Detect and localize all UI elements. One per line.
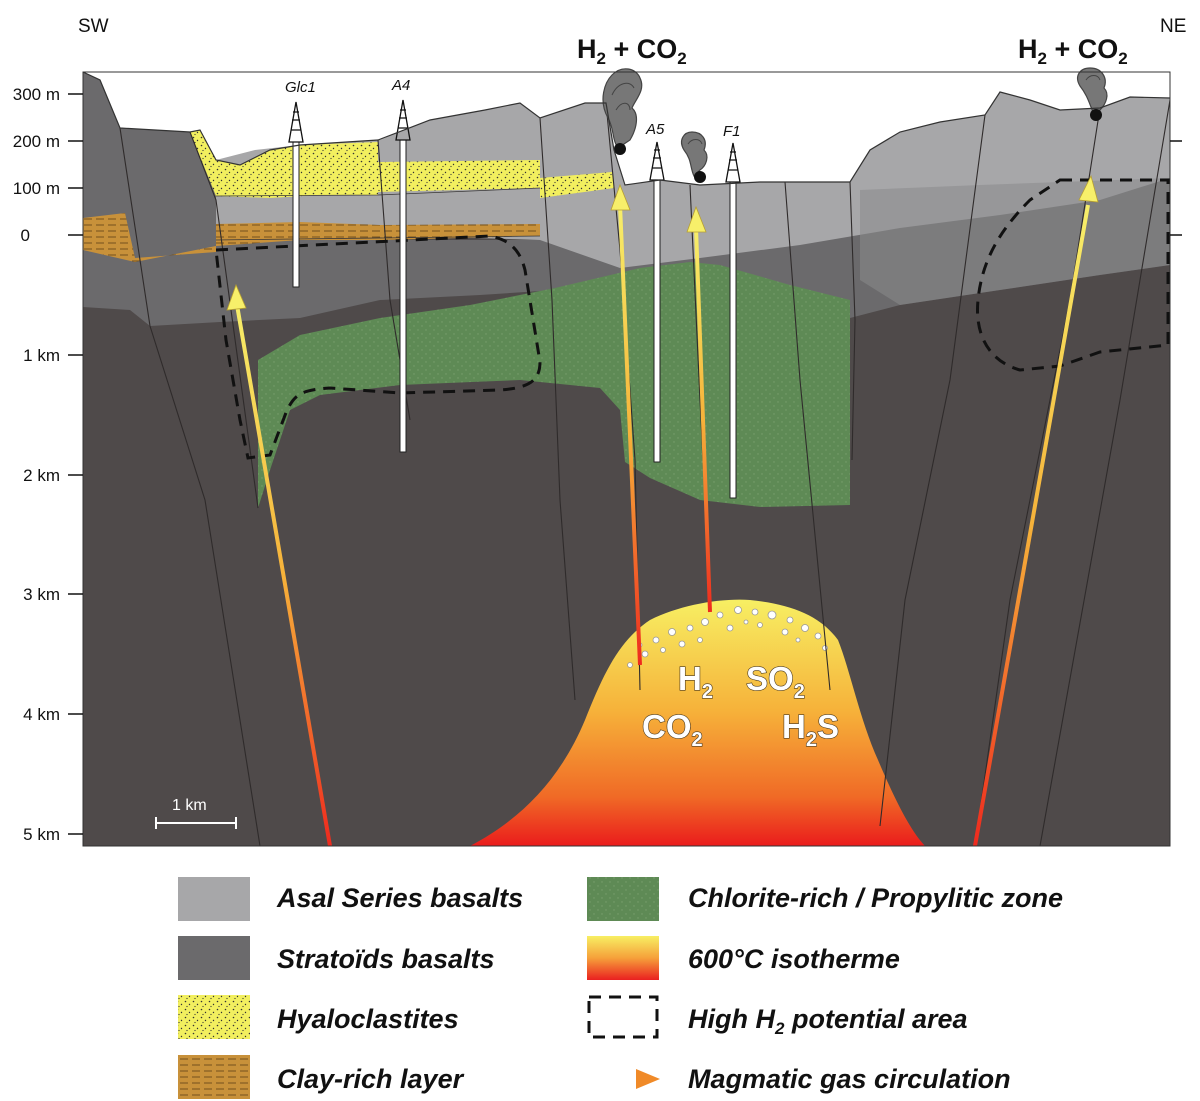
emission-label-ne: H2 + CO2 [1018,34,1128,68]
magma-isotherm-body [470,599,925,846]
depth-label-300m: 300 m [13,85,60,104]
legend-label-clay: Clay-rich layer [277,1064,465,1094]
legend-swatch-hyaloclastite [178,995,250,1039]
legend: Asal Series basalts Stratoïds basalts Hy… [178,877,1063,1099]
depth-label-1km: 1 km [23,346,60,365]
depth-label-3km: 3 km [23,585,60,604]
legend-swatch-stratoid [178,936,250,980]
scale-bar: 1 km [155,797,237,829]
depth-axis: 300 m 200 m 100 m 0 1 km 2 km 3 km 4 km … [13,85,1182,844]
gas-label-co2: CO2 [642,708,703,751]
magma-gas-bubbles [627,606,828,668]
section-frame [82,71,1171,847]
orientation-ne: NE [1160,16,1186,37]
gas-arrow-center-right [694,227,712,613]
fumarole-plume-1 [602,68,643,155]
hyaloclastite-layer-3 [540,172,614,198]
hyaloclastite-layer-2 [378,160,540,192]
legend-label-hyaloclastite: Hyaloclastites [277,1004,459,1034]
fault-lines [119,99,1171,847]
legend-swatch-arrow [587,1069,660,1089]
well-label-a4: A4 [391,77,410,94]
depth-label-200m: 200 m [13,132,60,151]
depth-label-4km: 4 km [23,705,60,724]
legend-label-asal: Asal Series basalts [276,883,523,913]
legend-label-stratoid: Stratoïds basalts [277,944,495,974]
magmatic-gas-arrows [226,174,1099,847]
legend-swatch-asal [178,877,250,921]
legend-swatch-dashed [587,995,659,1039]
clay-rich-layer [83,213,540,262]
fumarole-plume-3 [1077,67,1108,121]
gas-arrowhead-center-right [686,205,707,233]
section-body [82,67,1171,847]
hyaloclastite-layer [190,130,378,198]
legend-label-gas-circulation: Magmatic gas circulation [688,1064,1011,1094]
high-h2-area-ne [976,178,1170,372]
gas-label-so2: SO2 [746,660,805,703]
gas-arrowhead-sw [226,283,247,311]
legend-swatch-chlorite [587,877,659,921]
gas-arrow-ne [973,204,1090,847]
asal-basalts-cap-ne [860,178,1170,305]
legend-label-chlorite: Chlorite-rich / Propylitic zone [688,883,1063,913]
asal-basalts-layer [216,92,1170,268]
gas-arrowhead-center-left [610,183,631,211]
legend-swatch-isotherm [587,936,659,980]
scale-bar-label: 1 km [172,797,207,814]
gas-label-h2: H2 [678,660,713,703]
well-a4 [395,99,411,453]
depth-label-100m: 100 m [13,179,60,198]
well-glc1 [288,101,304,288]
legend-swatch-clay [178,1055,250,1099]
magma-gas-labels: H2 SO2 CO2 H2S [641,659,839,751]
gas-label-h2s: H2S [782,708,839,751]
orientation-sw: SW [78,16,109,37]
well-f1 [725,142,741,499]
depth-label-0: 0 [21,226,30,245]
legend-label-h2-area: High H2 potential area [688,1004,968,1038]
depth-label-5km: 5 km [23,825,60,844]
legend-label-isotherm: 600°C isotherme [688,944,900,974]
high-h2-area-sw [214,234,542,460]
gas-arrow-center-left [618,204,642,666]
well-label-f1: F1 [723,123,741,140]
emission-label-center: H2 + CO2 [577,34,687,68]
topography-outline [82,71,1171,186]
well-label-glc1: Glc1 [285,79,316,96]
depth-label-2km: 2 km [23,466,60,485]
gas-arrowhead-ne [1078,174,1099,203]
well-label-a5: A5 [645,121,665,138]
gas-arrow-sw [235,304,332,847]
fumarole-plume-2 [680,131,708,183]
